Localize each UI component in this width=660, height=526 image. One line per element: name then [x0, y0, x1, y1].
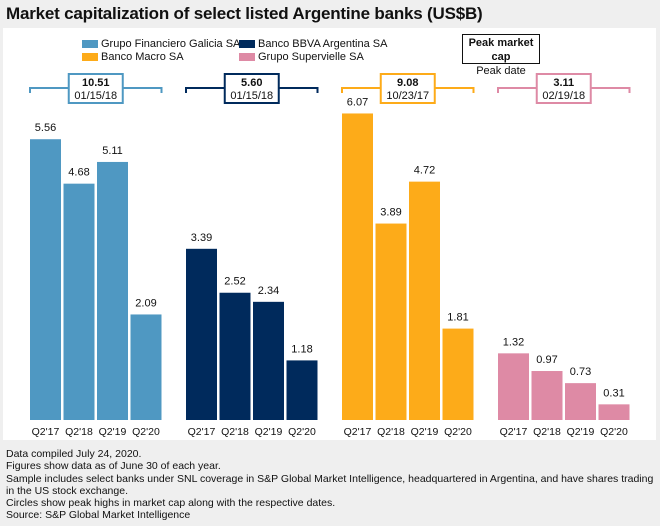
- bar-supervielle: [531, 371, 563, 420]
- x-tick-label: Q2'20: [600, 426, 628, 438]
- footer-line: Circles show peak highs in market cap al…: [6, 497, 336, 510]
- peak-date-macro: 10/23/17: [386, 90, 429, 102]
- data-label: 2.09: [135, 297, 156, 309]
- peak-box-galicia: [67, 73, 124, 104]
- x-tick-label: Q2'17: [188, 426, 216, 438]
- peak-key-subtitle: Peak date: [476, 65, 526, 77]
- x-tick-label: Q2'18: [377, 426, 405, 438]
- x-tick-label: Q2'17: [500, 426, 528, 438]
- peak-value-bbva: 5.60: [241, 77, 262, 89]
- bar-bbva: [253, 301, 284, 420]
- data-label: 2.52: [224, 276, 245, 288]
- footer-line: in the US stock exchange.: [6, 484, 128, 497]
- bar-macro: [342, 113, 373, 420]
- footer-line: Data compiled July 24, 2020.: [6, 448, 142, 460]
- x-tick-label: Q2'19: [255, 426, 283, 438]
- bar-bbva: [286, 360, 318, 420]
- peak-box-macro: [379, 73, 436, 104]
- legend-label-macro: Banco Macro SA: [101, 51, 184, 63]
- x-tick-label: Q2'20: [444, 426, 472, 438]
- footer-line: Figures show data as of June 30 of each …: [6, 460, 221, 473]
- data-label: 3.89: [380, 207, 401, 219]
- legend-label-supervielle: Grupo Supervielle SA: [258, 51, 364, 63]
- peak-value-galicia: 10.51: [82, 77, 110, 89]
- legend-label-bbva: Banco BBVA Argentina SA: [258, 38, 388, 50]
- peak-date-galicia: 01/15/18: [74, 90, 117, 102]
- bar-bbva: [219, 292, 251, 420]
- legend-swatch-galicia: [82, 40, 98, 48]
- bar-macro: [409, 181, 440, 420]
- footer-line: Sample includes select banks under SNL c…: [6, 472, 654, 485]
- data-label: 1.81: [447, 312, 468, 324]
- peak-value-supervielle: 3.11: [553, 77, 574, 89]
- bar-supervielle: [598, 404, 630, 420]
- data-label: 0.31: [603, 387, 624, 399]
- legend-item-bbva: Banco BBVA Argentina SA: [239, 38, 387, 50]
- x-tick-label: Q2'18: [533, 426, 561, 438]
- legend-swatch-macro: [82, 53, 98, 61]
- x-tick-label: Q2'17: [344, 426, 372, 438]
- peak-date-bbva: 01/15/18: [230, 90, 273, 102]
- data-label: 1.32: [503, 336, 524, 348]
- x-tick-label: Q2'20: [288, 426, 316, 438]
- bar-supervielle: [565, 383, 596, 420]
- peak-date-supervielle: 02/19/18: [542, 90, 585, 102]
- footer-notes: Data compiled July 24, 2020. Figures sho…: [6, 448, 653, 522]
- x-tick-label: Q2'17: [32, 426, 60, 438]
- peak-key-title: Peak market cap: [468, 37, 534, 63]
- bar-macro: [442, 328, 474, 420]
- data-label: 5.56: [35, 122, 56, 134]
- x-tick-label: Q2'19: [567, 426, 595, 438]
- peak-key-box: Peak market cap Peak date: [462, 34, 540, 77]
- bar-galicia: [63, 183, 95, 420]
- data-label: 4.68: [68, 167, 89, 179]
- peak-box-bbva: [223, 73, 280, 104]
- data-label: 3.39: [191, 232, 212, 244]
- legend-item-supervielle: Grupo Supervielle SA: [239, 51, 364, 63]
- legend-swatch-supervielle: [239, 53, 255, 61]
- legend-swatch-bbva: [239, 40, 255, 48]
- bar-galicia: [30, 139, 61, 420]
- bar-macro: [375, 223, 407, 420]
- x-tick-label: Q2'20: [132, 426, 160, 438]
- data-label: 0.73: [570, 366, 591, 378]
- legend-item-macro: Banco Macro SA: [82, 51, 184, 63]
- chart-title: Market capitalization of select listed A…: [6, 4, 483, 23]
- data-label: 6.07: [347, 96, 368, 108]
- bar-galicia: [97, 161, 128, 420]
- x-tick-label: Q2'19: [99, 426, 127, 438]
- x-tick-label: Q2'18: [221, 426, 249, 438]
- data-label: 5.11: [102, 145, 123, 157]
- bar-supervielle: [498, 353, 529, 420]
- data-label: 4.72: [414, 165, 435, 177]
- x-tick-label: Q2'18: [65, 426, 93, 438]
- bar-bbva: [186, 248, 217, 420]
- x-tick-label: Q2'19: [411, 426, 439, 438]
- data-label: 0.97: [536, 354, 557, 366]
- peak-box-supervielle: [535, 73, 592, 104]
- footer-line: Source: S&P Global Market Intelligence: [6, 509, 191, 522]
- peak-value-macro: 9.08: [397, 77, 418, 89]
- data-label: 1.18: [291, 343, 312, 355]
- bar-galicia: [130, 314, 162, 420]
- legend-item-galicia: Grupo Financiero Galicia SA: [82, 38, 240, 50]
- data-label: 2.34: [258, 285, 279, 297]
- legend-label-galicia: Grupo Financiero Galicia SA: [101, 38, 241, 50]
